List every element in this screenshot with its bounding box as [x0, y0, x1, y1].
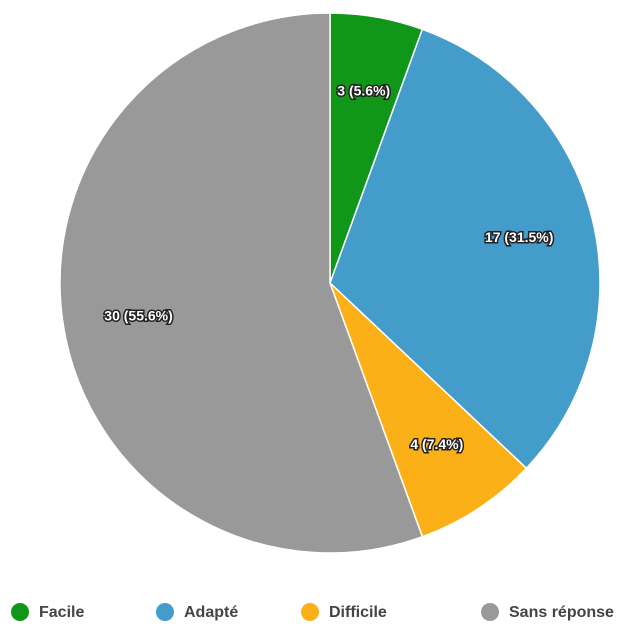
legend-swatch: [481, 603, 499, 621]
legend-swatch: [301, 603, 319, 621]
value-label: 17 (31.5%): [485, 229, 553, 245]
pie-slice: [329, 28, 601, 470]
legend-label: Adapté: [184, 604, 238, 621]
legend-label: Difficile: [329, 604, 387, 621]
legend-label: Facile: [39, 604, 84, 621]
value-label: 30 (55.6%): [104, 307, 172, 323]
value-label: 4 (7.4%): [410, 436, 463, 452]
legend-swatch: [156, 603, 174, 621]
legend-label: Sans réponse: [509, 604, 614, 621]
pie-slice: [329, 282, 528, 538]
legend-swatch: [11, 603, 29, 621]
value-label: 3 (5.6%): [337, 82, 390, 98]
pie-slice: [59, 12, 424, 554]
